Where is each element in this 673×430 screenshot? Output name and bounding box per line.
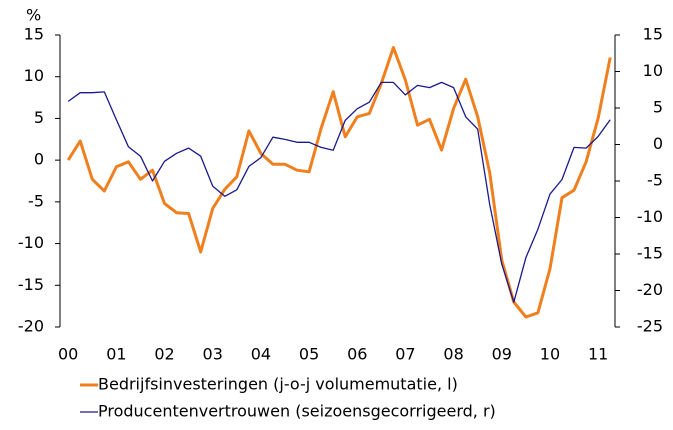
- x-tick-label: 00: [58, 345, 78, 364]
- x-tick-label: 02: [154, 345, 174, 364]
- x-tick-label: 03: [203, 345, 223, 364]
- legend-label: Bedrijfsinvesteringen (j-o-j volumemutat…: [98, 375, 458, 394]
- y2-tick-label: -10: [637, 207, 663, 226]
- x-tick-label: 11: [588, 345, 608, 364]
- x-tick-label: 10: [540, 345, 560, 364]
- x-tick-label: 06: [347, 345, 367, 364]
- y2-tick-label: 5: [653, 98, 663, 117]
- y-tick-label: -15: [18, 275, 44, 294]
- y-tick-label: -20: [18, 317, 44, 336]
- y2-tick-label: -5: [647, 171, 663, 190]
- legend-label: Producentenvertrouwen (seizoensgecorrige…: [98, 402, 496, 421]
- y-tick-label: 5: [34, 108, 44, 127]
- x-tick-label: 08: [443, 345, 463, 364]
- x-tick-label: 01: [106, 345, 126, 364]
- series-line: [67, 81, 611, 303]
- y2-tick-label: 15: [643, 25, 663, 44]
- y-axis-unit: %: [26, 6, 41, 25]
- y-tick-label: 0: [34, 150, 44, 169]
- y2-tick-label: -25: [637, 317, 663, 336]
- series-line: [66, 46, 612, 319]
- y-tick-label: 15: [24, 25, 44, 44]
- x-tick-label: 04: [251, 345, 271, 364]
- y-tick-label: 10: [24, 66, 44, 85]
- x-tick-label: 09: [492, 345, 512, 364]
- y2-tick-label: 0: [653, 134, 663, 153]
- y-tick-label: -10: [18, 233, 44, 252]
- x-tick-label: 05: [299, 345, 319, 364]
- x-tick-label: 07: [395, 345, 415, 364]
- y-tick-label: -5: [28, 191, 44, 210]
- y2-tick-label: 10: [643, 61, 663, 80]
- y2-tick-label: -15: [637, 244, 663, 263]
- y2-tick-label: -20: [637, 280, 663, 299]
